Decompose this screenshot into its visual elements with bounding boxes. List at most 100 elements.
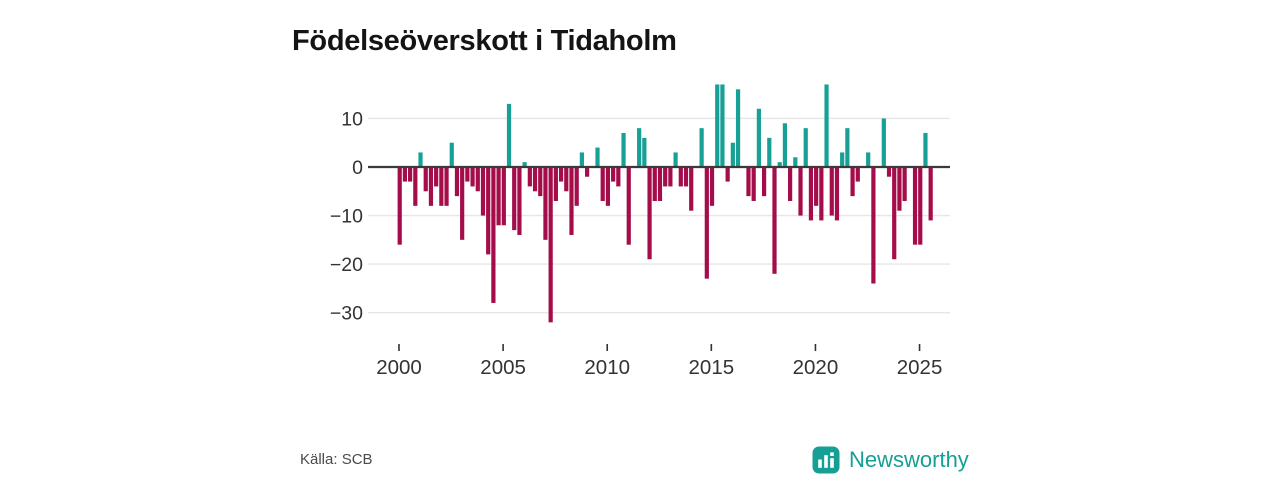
bar-2013Q3 — [678, 167, 683, 187]
bar-2010Q1 — [605, 167, 611, 206]
bar-2025Q3 — [928, 167, 933, 221]
bar-2018Q3 — [782, 123, 788, 167]
bar-2019Q1 — [793, 157, 798, 167]
bar-2014Q3 — [699, 128, 704, 167]
bar-2012Q3 — [657, 167, 663, 201]
newsworthy-bar-chart-logo-icon — [812, 446, 840, 474]
newsworthy-wordmark: Newsworthy — [849, 447, 969, 472]
bar-2007Q3 — [553, 167, 558, 201]
bar-2020Q2 — [819, 167, 824, 221]
bar-2024Q1 — [897, 167, 902, 211]
bar-2025Q1 — [918, 167, 923, 245]
bar-2002Q1 — [439, 167, 444, 206]
bar-2025Q2 — [923, 133, 928, 167]
bar-2019Q3 — [803, 128, 808, 167]
bar-2004Q3 — [491, 167, 496, 303]
bar-2012Q4 — [663, 167, 668, 187]
bar-2024Q2 — [902, 167, 907, 201]
bar-2014Q1 — [689, 167, 694, 211]
y-axis-label: −20 — [330, 254, 363, 276]
bar-2008Q3 — [574, 167, 579, 206]
bar-2005Q1 — [501, 167, 506, 226]
bar-2002Q4 — [454, 167, 460, 197]
bar-2020Q1 — [814, 167, 819, 206]
bar-2006Q3 — [532, 167, 538, 192]
bar-2011Q4 — [642, 137, 647, 167]
bar-2019Q4 — [808, 167, 814, 221]
bar-2006Q1 — [522, 162, 527, 168]
x-axis-label: 2005 — [480, 356, 526, 379]
bar-2018Q2 — [777, 162, 782, 168]
bar-2007Q2 — [548, 167, 553, 323]
bar-2006Q4 — [538, 167, 543, 197]
y-axis-label: −30 — [330, 303, 363, 325]
bar-2016Q4 — [746, 167, 751, 197]
bar-2000Q4 — [413, 167, 418, 206]
bar-2009Q3 — [595, 147, 600, 167]
x-axis-label: 2020 — [793, 356, 839, 379]
bar-2015Q3 — [720, 84, 725, 167]
bar-2009Q1 — [585, 167, 590, 177]
bar-2011Q1 — [626, 167, 631, 245]
bar-2017Q4 — [767, 137, 772, 167]
bar-2003Q1 — [460, 167, 465, 240]
bar-2005Q2 — [506, 103, 512, 167]
bar-2010Q3 — [616, 167, 621, 187]
bar-2003Q4 — [475, 167, 480, 192]
bar-2011Q3 — [637, 128, 642, 167]
bar-2001Q4 — [434, 167, 439, 187]
bar-2022Q3 — [866, 152, 871, 168]
bar-2003Q3 — [470, 167, 475, 187]
bar-2010Q2 — [611, 167, 616, 182]
y-axis-label: 0 — [352, 157, 363, 179]
bar-2020Q3 — [824, 84, 829, 167]
bar-2005Q4 — [517, 167, 522, 235]
bar-2021Q4 — [850, 167, 855, 197]
bar-2007Q1 — [543, 167, 548, 240]
bar-2022Q4 — [871, 167, 876, 284]
bar-2013Q1 — [668, 167, 673, 187]
bar-2008Q2 — [569, 167, 574, 235]
bar-2012Q2 — [652, 167, 657, 201]
chart-title: Födelseöverskott i Tidaholm — [292, 25, 677, 58]
newsworthy-branding: Newsworthy — [812, 446, 969, 474]
bar-2023Q3 — [886, 167, 892, 177]
bar-2000Q1 — [397, 167, 402, 245]
bar-2018Q4 — [788, 167, 793, 201]
bar-2003Q2 — [465, 167, 470, 182]
bar-2013Q4 — [683, 167, 689, 187]
bar-2023Q2 — [881, 118, 886, 167]
bar-2001Q3 — [428, 167, 434, 206]
bar-2001Q1 — [418, 152, 423, 168]
bar-2000Q2 — [402, 167, 408, 182]
bar-2018Q1 — [772, 167, 777, 274]
bar-2008Q4 — [579, 152, 584, 168]
bar-2006Q2 — [527, 167, 532, 187]
bar-2015Q1 — [709, 167, 715, 206]
bar-2014Q4 — [704, 167, 709, 279]
bar-2021Q3 — [845, 128, 850, 167]
x-axis-label: 2010 — [584, 356, 630, 379]
bar-2017Q3 — [761, 167, 767, 197]
bar-2013Q2 — [673, 152, 678, 168]
bar-2024Q4 — [912, 167, 918, 245]
bar-2016Q1 — [730, 142, 735, 167]
bar-2017Q2 — [756, 108, 761, 167]
bar-2002Q3 — [449, 142, 454, 167]
bar-2008Q1 — [564, 167, 569, 192]
bar-2015Q2 — [715, 84, 720, 167]
source-note: Källa: SCB — [300, 451, 373, 468]
bar-2010Q4 — [621, 133, 626, 167]
bar-2019Q2 — [798, 167, 803, 216]
bar-2016Q2 — [735, 89, 741, 167]
bar-2001Q2 — [423, 167, 428, 192]
bar-2020Q4 — [829, 167, 834, 216]
bar-2022Q1 — [855, 167, 860, 182]
bar-2021Q2 — [840, 152, 845, 168]
bar-2004Q4 — [496, 167, 501, 226]
x-axis-label: 2025 — [897, 356, 943, 379]
x-axis-label: 2015 — [689, 356, 735, 379]
bar-2004Q1 — [480, 167, 486, 216]
